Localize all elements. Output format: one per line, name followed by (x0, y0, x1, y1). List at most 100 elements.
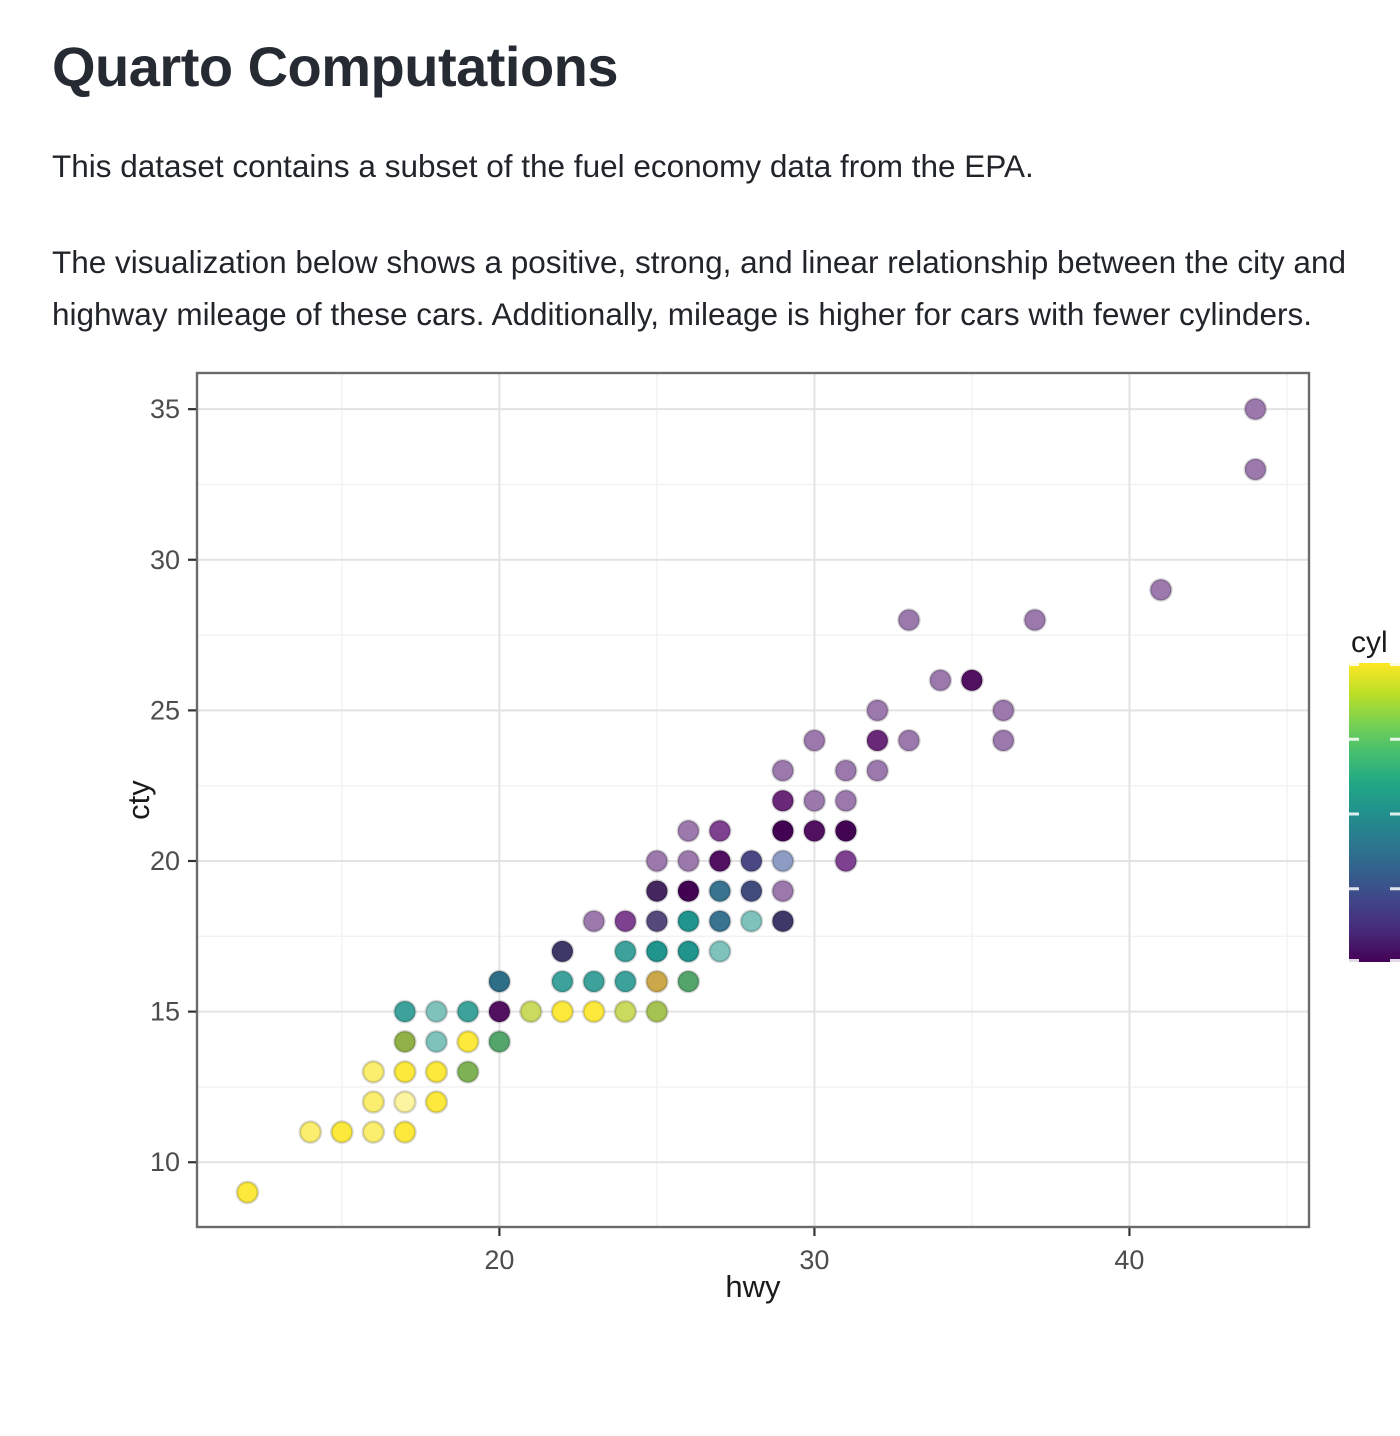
quarto-document: Quarto Computations This dataset contain… (0, 36, 1400, 1320)
data-point (739, 908, 764, 933)
data-point (235, 1180, 260, 1204)
data-point (676, 878, 701, 903)
legend-title: cyl (1351, 626, 1388, 659)
page-title: Quarto Computations (52, 35, 619, 98)
data-point (645, 848, 669, 873)
scatter-figure: 20 30 40 10 15 20 25 30 35 hwy cty cyl (52, 364, 1400, 1320)
data-point (393, 1029, 417, 1054)
data-point (424, 1089, 449, 1114)
legend-tick (1349, 662, 1359, 666)
data-point (771, 788, 795, 813)
panel-border (195, 371, 1311, 1228)
data-point (550, 939, 575, 963)
data-point (771, 878, 795, 903)
data-point (456, 1029, 480, 1054)
data-point (582, 969, 606, 993)
x-tick-label: 20 (484, 1245, 514, 1275)
data-point (361, 1119, 386, 1144)
x-axis-title: hwy (725, 1269, 781, 1304)
data-point (519, 999, 543, 1023)
data-point (456, 999, 480, 1023)
y-tick-label: 10 (150, 1147, 180, 1177)
data-point (676, 969, 701, 993)
data-point (834, 788, 858, 813)
data-point (676, 848, 701, 873)
data-point (613, 939, 638, 963)
data-point (456, 1059, 480, 1084)
data-point (676, 818, 701, 843)
data-point (802, 728, 827, 752)
data-point (802, 788, 827, 813)
data-point (708, 939, 732, 963)
data-point (298, 1119, 323, 1144)
data-point (582, 908, 606, 933)
data-point (771, 758, 795, 782)
data-point (487, 969, 512, 993)
data-point (645, 939, 669, 963)
data-point (834, 848, 858, 873)
data-point (613, 999, 638, 1023)
data-point (897, 728, 921, 752)
data-point (550, 969, 575, 993)
legend-tick (1390, 662, 1400, 666)
data-point (1243, 396, 1268, 421)
data-point (487, 1029, 512, 1054)
data-point (865, 698, 890, 722)
legend-tick (1390, 886, 1400, 890)
y-tick-label: 25 (150, 695, 180, 725)
data-point (361, 1059, 386, 1084)
data-point (613, 969, 638, 993)
data-point (424, 1059, 449, 1084)
data-point (960, 668, 984, 692)
x-tick-label: 30 (799, 1245, 829, 1275)
data-point (1243, 457, 1268, 481)
data-point (393, 1089, 417, 1114)
data-point (393, 999, 417, 1023)
legend-tick (1390, 737, 1400, 741)
data-point (865, 758, 890, 782)
data-point (645, 878, 669, 903)
data-point (708, 878, 732, 903)
data-point (708, 908, 732, 933)
intro-paragraph: This dataset contains a subset of the fu… (52, 147, 1034, 184)
hwy-cty-scatter-plot: 20 30 40 10 15 20 25 30 35 hwy cty cyl (121, 371, 1400, 1304)
data-point (1023, 607, 1047, 632)
data-point (1149, 577, 1173, 602)
data-point (771, 908, 795, 933)
y-tick-label: 15 (150, 996, 180, 1026)
data-point (739, 878, 764, 903)
data-point (330, 1119, 354, 1144)
data-point (802, 818, 827, 843)
legend-tick (1349, 737, 1359, 741)
data-point (393, 1059, 417, 1084)
legend-tick (1349, 886, 1359, 890)
y-tick-label: 20 (150, 846, 180, 876)
data-point (550, 999, 575, 1023)
data-point (739, 848, 764, 873)
legend-tick (1390, 958, 1400, 962)
y-tick-label: 35 (150, 394, 180, 424)
data-point (676, 939, 701, 963)
data-point (834, 758, 858, 782)
legend-tick (1349, 958, 1359, 962)
description-paragraph: The visualization below shows a positive… (52, 243, 1346, 332)
data-point (834, 818, 858, 843)
data-point (928, 668, 953, 692)
data-point (487, 999, 512, 1023)
data-point (361, 1089, 386, 1114)
data-point (771, 848, 795, 873)
data-point (613, 908, 638, 933)
y-axis-title: cty (121, 779, 156, 819)
y-tick-label: 30 (150, 544, 180, 574)
data-point (582, 999, 606, 1023)
data-point (645, 908, 669, 933)
data-point (991, 698, 1016, 722)
data-point (645, 999, 669, 1023)
data-point (865, 728, 890, 752)
data-point (897, 607, 921, 632)
legend-tick (1390, 812, 1400, 816)
legend-tick (1349, 812, 1359, 816)
data-point (393, 1119, 417, 1144)
data-point (708, 848, 732, 873)
x-tick-label: 40 (1114, 1245, 1144, 1275)
